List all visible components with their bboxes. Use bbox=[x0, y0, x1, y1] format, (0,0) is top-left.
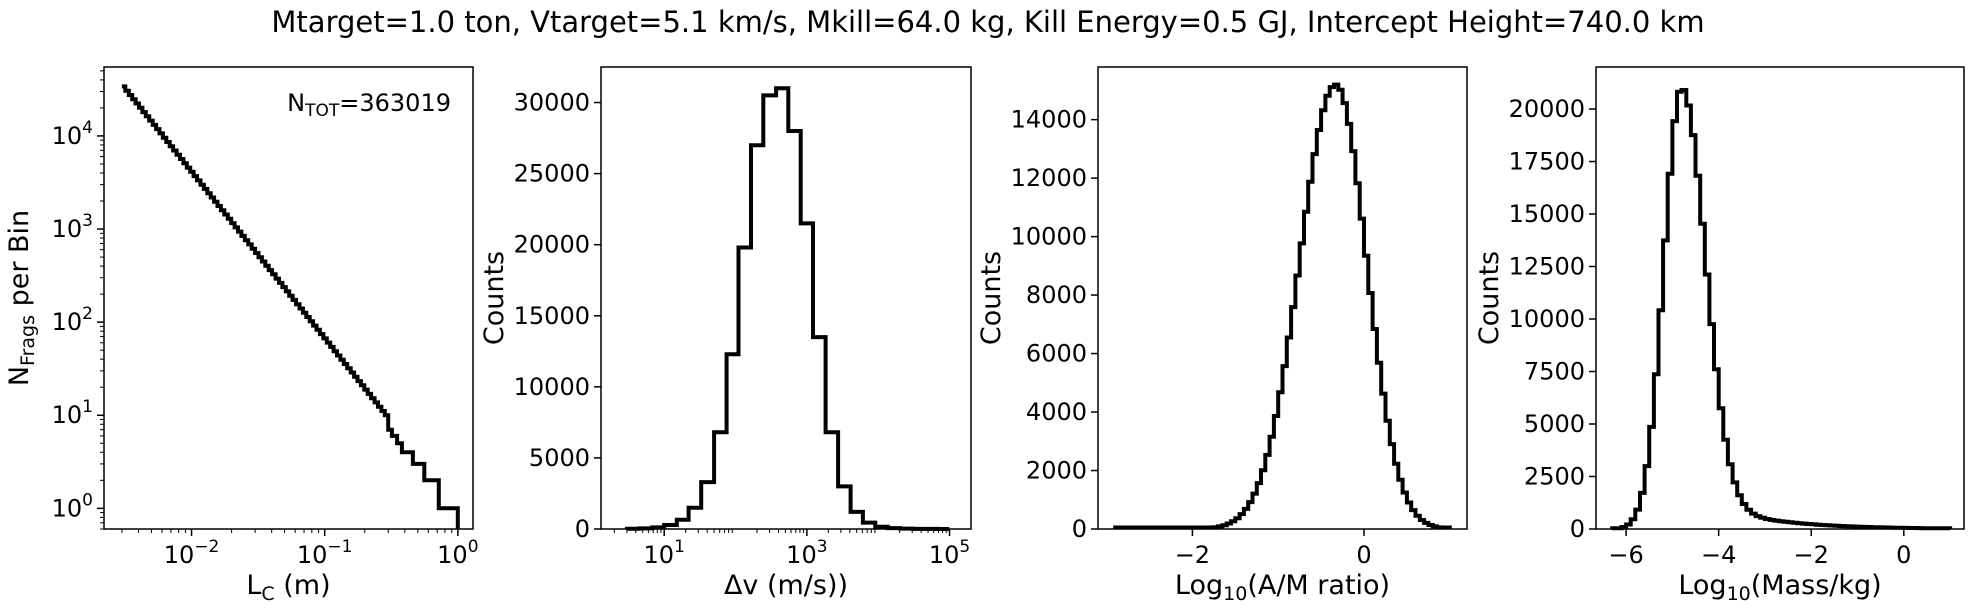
y-tick-label-am: 14000 bbox=[1011, 106, 1087, 134]
y-tick-label-mass: 0 bbox=[1570, 515, 1585, 543]
x-tick-label-am: −2 bbox=[1175, 541, 1210, 569]
y-tick-label-mass: 10000 bbox=[1509, 305, 1585, 333]
y-tick-label-am: 0 bbox=[1072, 515, 1087, 543]
y-axis-label-lc: NFrags per Bin bbox=[4, 210, 39, 386]
figure-suptitle: Mtarget=1.0 ton, Vtarget=5.1 km/s, Mkill… bbox=[271, 5, 1704, 39]
y-tick-label-mass: 20000 bbox=[1509, 95, 1585, 123]
y-tick-label-lc: 101 bbox=[52, 397, 93, 429]
x-axis-label-lc: LC (m) bbox=[246, 570, 330, 605]
y-axis-label-am: Counts bbox=[976, 251, 1007, 345]
y-tick-label-mass: 7500 bbox=[1524, 358, 1585, 386]
y-tick-label-lc: 100 bbox=[52, 490, 93, 522]
annotation-ntot: NTOT=363019 bbox=[287, 89, 451, 121]
y-tick-label-am: 10000 bbox=[1011, 223, 1087, 251]
y-tick-label-mass: 15000 bbox=[1509, 200, 1585, 228]
x-tick-label-dv: 105 bbox=[929, 537, 970, 569]
y-tick-label-mass: 17500 bbox=[1509, 148, 1585, 176]
x-axis-label-am: Log10(A/M ratio) bbox=[1175, 570, 1390, 605]
plot-frame-dv bbox=[600, 66, 972, 530]
series-line-lc bbox=[121, 84, 460, 529]
plot-frame-mass bbox=[1595, 66, 1965, 530]
y-axis-label-mass: Counts bbox=[1474, 251, 1505, 345]
x-tick-label-mass: 0 bbox=[1896, 541, 1911, 569]
y-tick-label-am: 4000 bbox=[1026, 398, 1087, 426]
y-tick-label-dv: 20000 bbox=[514, 231, 590, 259]
x-tick-label-lc: 10−2 bbox=[164, 537, 220, 569]
histogram-dv bbox=[624, 86, 950, 531]
x-tick-label-lc: 100 bbox=[437, 537, 478, 569]
y-tick-label-mass: 5000 bbox=[1524, 410, 1585, 438]
axes-am: −2 0 0 2000 4000 6000 8000 10000 12000 14000 Log10… bbox=[976, 106, 1390, 605]
axes-lc: 10−2 10−1 100 100 101 102 103 104 LC (m) NFrags p… bbox=[4, 70, 479, 605]
y-tick-label-dv: 25000 bbox=[514, 160, 590, 188]
axes-dv: 101 103 105 0 5000 10000 15000 20000 25000 30000 Δ… bbox=[479, 89, 970, 601]
y-tick-label-mass: 12500 bbox=[1509, 253, 1585, 281]
y-tick-label-am: 12000 bbox=[1011, 164, 1087, 192]
histogram-am bbox=[1113, 82, 1452, 530]
y-axis-label-dv: Counts bbox=[479, 251, 510, 345]
y-tick-label-dv: 0 bbox=[575, 515, 590, 543]
x-tick-label-am: 0 bbox=[1356, 541, 1371, 569]
y-tick-label-lc: 103 bbox=[52, 211, 93, 243]
y-tick-label-lc: 102 bbox=[52, 304, 93, 336]
y-tick-label-dv: 10000 bbox=[514, 373, 590, 401]
y-tick-label-am: 6000 bbox=[1026, 340, 1087, 368]
y-tick-label-mass: 2500 bbox=[1524, 463, 1585, 491]
y-tick-label-am: 2000 bbox=[1026, 457, 1087, 485]
x-tick-label-dv: 101 bbox=[644, 537, 685, 569]
y-tick-label-lc: 104 bbox=[52, 118, 93, 150]
x-axis-label-mass: Log10(Mass/kg) bbox=[1678, 570, 1881, 605]
x-tick-label-mass: −2 bbox=[1794, 541, 1829, 569]
x-tick-label-dv: 103 bbox=[786, 537, 827, 569]
histogram-mass bbox=[1610, 88, 1953, 531]
y-tick-label-dv: 30000 bbox=[514, 89, 590, 117]
y-tick-label-dv: 15000 bbox=[514, 302, 590, 330]
plot-frame-lc bbox=[103, 66, 474, 530]
y-tick-label-dv: 5000 bbox=[529, 444, 590, 472]
x-tick-label-mass: −6 bbox=[1608, 541, 1643, 569]
plot-frame-am bbox=[1097, 66, 1468, 530]
axes-mass: −6 −4 −2 0 0 2500 5000 7500 10000 12500 15000 17500… bbox=[1474, 95, 1911, 605]
x-tick-label-lc: 10−1 bbox=[297, 537, 353, 569]
x-tick-label-mass: −4 bbox=[1701, 541, 1736, 569]
x-axis-label-dv: Δv (m/s)) bbox=[724, 570, 848, 601]
y-tick-label-am: 8000 bbox=[1026, 281, 1087, 309]
